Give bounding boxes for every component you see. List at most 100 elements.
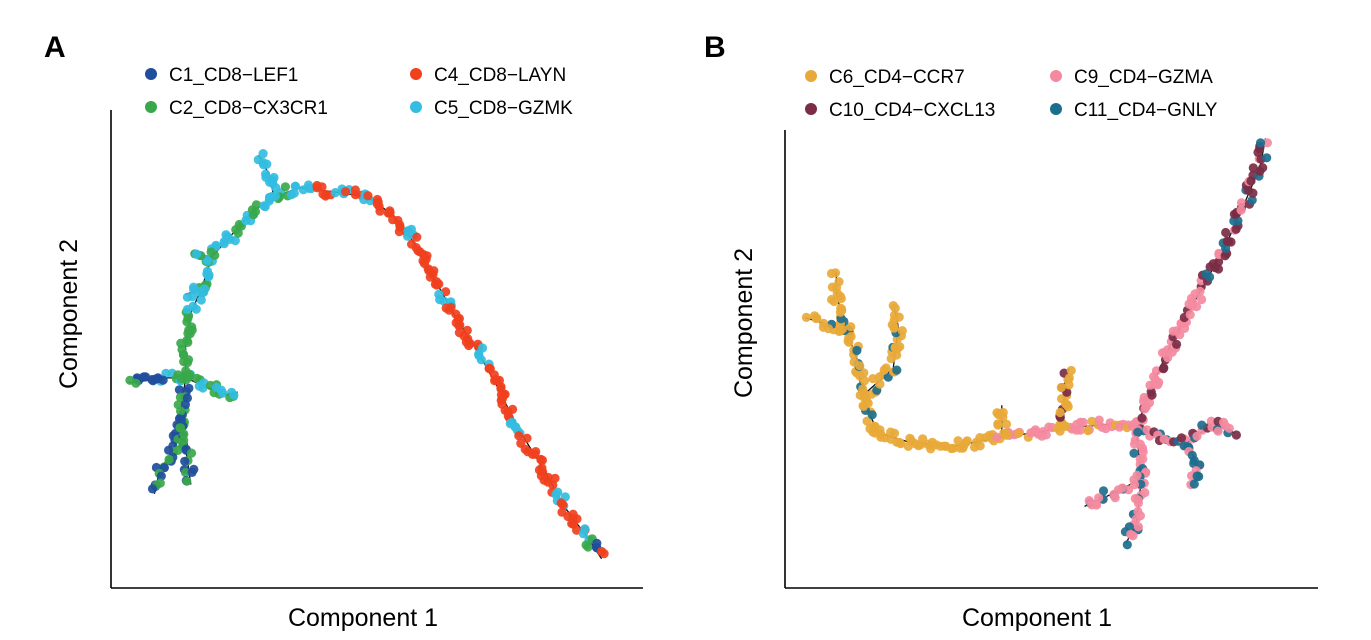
cell-point — [125, 375, 135, 385]
cell-point — [312, 183, 322, 193]
cell-point — [558, 500, 568, 510]
cell-point — [261, 169, 271, 179]
cell-point — [869, 421, 879, 431]
cell-point — [196, 295, 206, 305]
cell-point — [578, 529, 589, 539]
cell-point — [156, 471, 166, 481]
cell-point — [1129, 480, 1140, 490]
cell-point — [1163, 345, 1173, 355]
panel-a-legend: C1_CD8−LEF1 C2_CD8−CX3CR1 C4_CD8−LAYN C5… — [145, 65, 573, 119]
cell-point — [827, 282, 838, 292]
cell-point — [892, 365, 902, 375]
legend-label-c11: C11_CD4−GNLY — [1074, 100, 1218, 121]
cell-point — [192, 249, 202, 259]
cell-point — [1122, 540, 1132, 550]
cell-point — [1001, 419, 1012, 429]
cell-point — [1223, 236, 1234, 246]
cell-point — [1078, 417, 1088, 427]
legend-marker-c11 — [1050, 103, 1062, 115]
cell-point — [859, 368, 869, 378]
cell-point — [1176, 433, 1187, 443]
cell-point — [341, 187, 351, 197]
cell-point — [1056, 382, 1066, 393]
legend-item-c9: C9_CD4−GZMA — [1050, 67, 1213, 88]
cell-point — [1187, 297, 1198, 307]
cell-point — [182, 476, 192, 486]
cell-point — [846, 322, 856, 332]
cell-point — [1133, 427, 1143, 437]
legend-label-c4: C4_CD8−LAYN — [434, 65, 566, 86]
cell-point — [394, 227, 404, 237]
cell-point — [180, 400, 190, 410]
cell-point — [1138, 454, 1148, 464]
cell-point — [867, 410, 877, 420]
cell-point — [859, 388, 869, 398]
cell-point — [216, 385, 226, 395]
cell-point — [1224, 423, 1234, 433]
cell-point — [818, 322, 829, 332]
cell-point — [407, 239, 417, 249]
legend-marker-c1 — [145, 68, 157, 80]
cell-point — [1189, 479, 1199, 489]
cell-point — [1138, 447, 1148, 457]
cell-point — [206, 247, 216, 257]
cell-point — [258, 149, 268, 159]
legend-item-c10: C10_CD4−CXCL13 — [805, 100, 995, 121]
legend-label-c1: C1_CD8−LEF1 — [169, 65, 298, 86]
cell-point — [531, 447, 541, 457]
cell-point — [1255, 138, 1266, 148]
cell-point — [906, 436, 917, 446]
cell-point — [434, 279, 444, 289]
panel-a-points — [125, 149, 609, 559]
cell-point — [1158, 364, 1168, 374]
panel-b: B Component 1 Component 2 C6_CD4−CCR7 C1… — [704, 31, 1318, 632]
panel-b-points — [801, 138, 1272, 550]
cell-point — [1059, 421, 1069, 431]
legend-marker-c9 — [1050, 70, 1062, 82]
cell-point — [536, 454, 546, 465]
cell-point — [372, 199, 382, 209]
cell-point — [147, 484, 158, 494]
panel-a-x-axis-label: Component 1 — [288, 604, 438, 632]
cell-point — [1236, 205, 1246, 215]
trajectory-line — [184, 186, 603, 560]
cell-point — [1129, 439, 1140, 449]
cell-point — [975, 441, 985, 451]
legend-item-c2: C2_CD8−CX3CR1 — [145, 98, 328, 119]
cell-point — [1094, 415, 1104, 425]
cell-point — [1262, 153, 1272, 163]
cell-point — [993, 419, 1003, 429]
cell-point — [1055, 407, 1065, 418]
cell-point — [1001, 430, 1011, 440]
cell-point — [1258, 163, 1268, 173]
cell-point — [187, 322, 197, 332]
legend-marker-c5 — [410, 101, 422, 113]
cell-point — [270, 191, 280, 201]
cell-point — [164, 454, 174, 465]
legend-label-c5: C5_CD8−GZMK — [434, 98, 573, 119]
cell-point — [895, 342, 905, 352]
cell-point — [1187, 450, 1197, 460]
cell-point — [1062, 400, 1072, 410]
cell-point — [1192, 471, 1202, 481]
cell-point — [522, 433, 532, 443]
cell-point — [1262, 138, 1272, 148]
cell-point — [1098, 486, 1109, 496]
cell-point — [1041, 430, 1051, 440]
panel-b-legend: C6_CD4−CCR7 C10_CD4−CXCL13 C9_CD4−GZMA C… — [805, 67, 1218, 121]
cell-point — [176, 406, 186, 416]
panel-b-y-axis-label: Component 2 — [730, 248, 758, 398]
cell-point — [1246, 176, 1256, 186]
cell-point — [1151, 366, 1162, 376]
cell-point — [455, 320, 465, 330]
cell-point — [175, 392, 185, 402]
legend-marker-c6 — [805, 70, 817, 82]
cell-point — [548, 480, 558, 490]
cell-point — [1129, 448, 1139, 458]
cell-point — [890, 303, 900, 313]
cell-point — [181, 366, 191, 376]
cell-point — [1213, 426, 1223, 436]
cell-point — [164, 445, 174, 455]
cell-point — [174, 385, 184, 395]
legend-label-c2: C2_CD8−CX3CR1 — [169, 98, 328, 119]
